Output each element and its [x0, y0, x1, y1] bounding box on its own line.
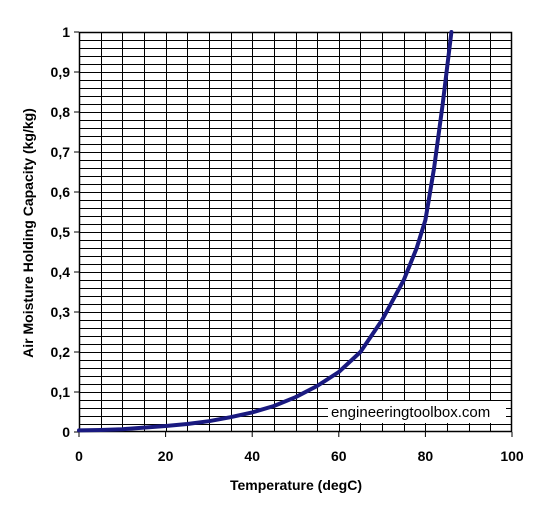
y-tick-label: 0,1 — [51, 384, 71, 400]
y-tick-label: 1 — [62, 24, 70, 40]
y-tick-label: 0,9 — [51, 64, 71, 80]
chart-grid — [79, 32, 512, 432]
x-tick-label: 40 — [244, 448, 260, 464]
y-tick-label: 0,3 — [51, 304, 71, 320]
x-tick-label: 0 — [75, 448, 83, 464]
y-tick-label: 0 — [62, 424, 70, 440]
watermark-text: engineeringtoolbox.com — [331, 404, 490, 421]
y-tick-label: 0,6 — [51, 184, 71, 200]
x-tick-label: 60 — [331, 448, 347, 464]
y-tick-label: 0,2 — [51, 344, 71, 360]
y-tick-label: 0,7 — [51, 144, 71, 160]
y-axis-title: Air Moisture Holding Capacity (kg/kg) — [20, 108, 36, 358]
x-tick-label: 20 — [158, 448, 174, 464]
y-tick-label: 0,4 — [51, 264, 71, 280]
x-tick-labels: 0 20 40 60 80 100 — [75, 448, 524, 464]
watermark-background — [328, 401, 506, 423]
x-tick-label: 80 — [418, 448, 434, 464]
series-line — [77, 30, 454, 433]
y-tick-labels: 0 0,1 0,2 0,3 0,4 0,5 0,6 0,7 0,8 0,9 1 — [51, 24, 71, 440]
plot-frame — [78, 31, 513, 433]
y-tick-label: 0,5 — [51, 224, 71, 240]
y-tick-label: 0,8 — [51, 104, 71, 120]
x-axis-title: Temperature (degC) — [230, 477, 362, 493]
x-tick-label: 100 — [500, 448, 524, 464]
